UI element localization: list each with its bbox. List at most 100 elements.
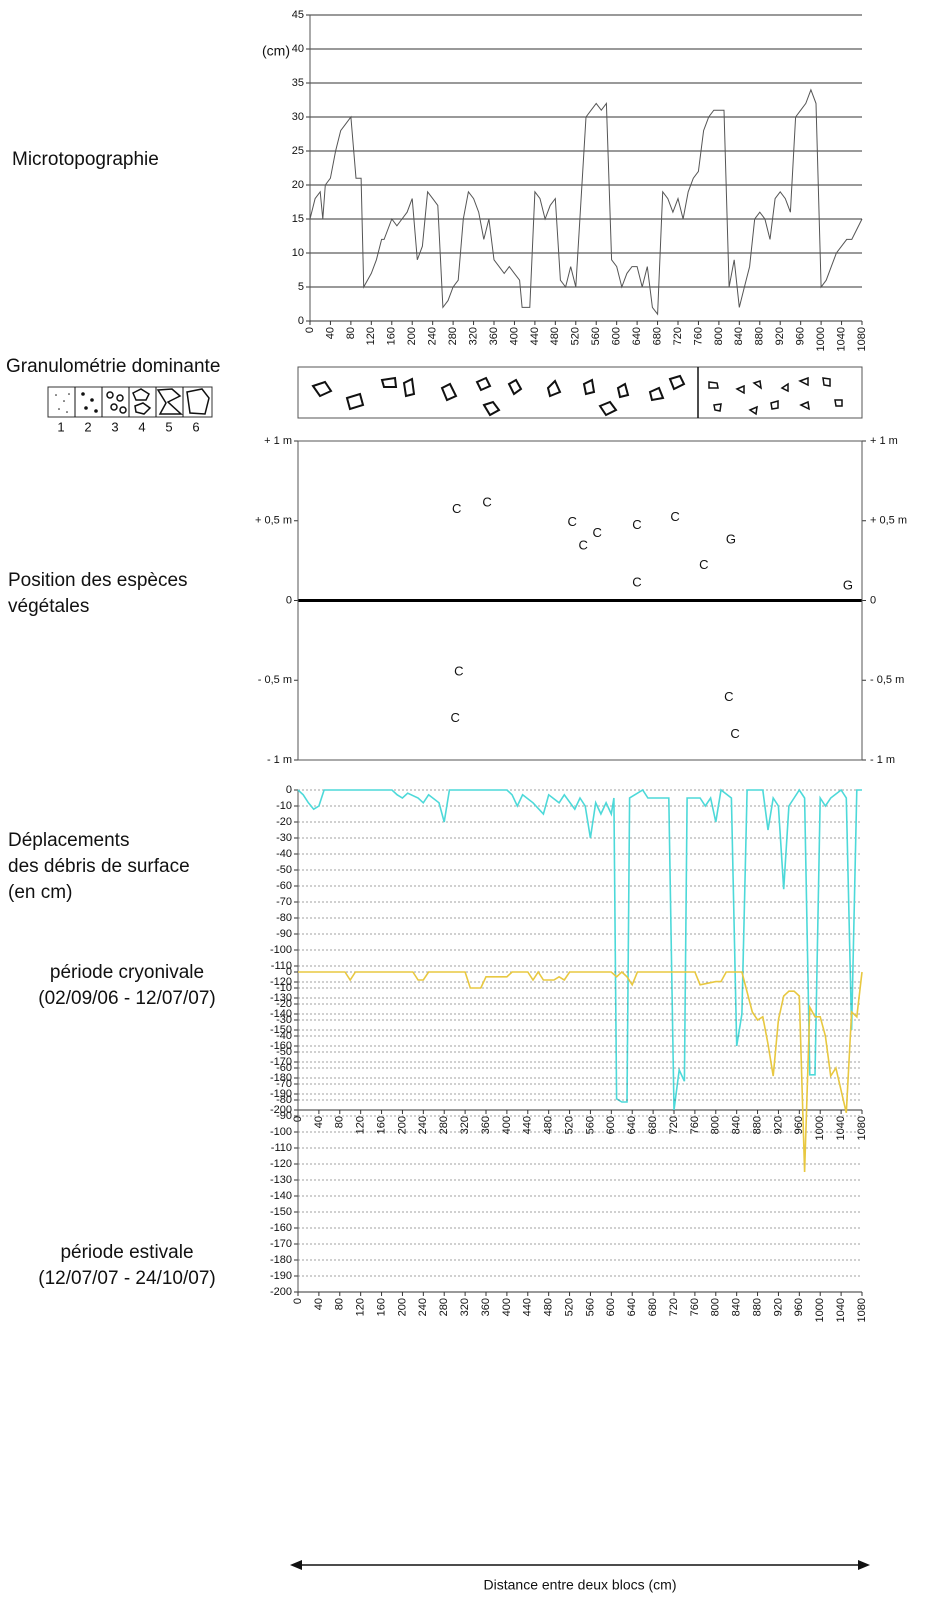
- panel-subtitle: (02/09/06 - 12/07/07): [38, 988, 215, 1009]
- y-tick-label-right: + 1 m: [870, 435, 898, 447]
- x-tick-label: 320: [467, 327, 479, 345]
- y-tick-label: -20: [276, 998, 292, 1010]
- legend-number: 4: [138, 419, 145, 434]
- x-tick-label: 1080: [856, 327, 868, 351]
- y-tick-label: 10: [292, 247, 304, 259]
- y-tick-label: -180: [270, 1072, 292, 1084]
- species-point: C: [632, 517, 641, 532]
- x-tick-label: 120: [355, 1298, 367, 1316]
- y-tick-label: -140: [270, 1190, 292, 1202]
- x-tick-label: 40: [324, 327, 336, 339]
- y-tick-label: -160: [270, 1222, 292, 1234]
- y-axis-label: (cm): [262, 43, 290, 59]
- x-tick-label: 400: [508, 327, 520, 345]
- x-tick-label: 760: [692, 327, 704, 345]
- x-tick-label: 200: [406, 327, 418, 345]
- panel-title: Position des espèces: [8, 570, 188, 591]
- y-tick-label: 40: [292, 43, 304, 55]
- species-point: C: [730, 726, 739, 741]
- y-tick-label: -50: [276, 1046, 292, 1058]
- x-tick-label: 640: [626, 1298, 638, 1316]
- x-tick-label: 640: [626, 1116, 638, 1134]
- y-tick-label: -80: [276, 912, 292, 924]
- legend-number: 2: [84, 419, 91, 434]
- y-tick-label-right: - 1 m: [870, 754, 895, 766]
- x-tick-label: 520: [570, 327, 582, 345]
- y-tick-label: -60: [276, 1062, 292, 1074]
- panel-title: végétales: [8, 596, 89, 617]
- x-tick-label: 800: [710, 1298, 722, 1316]
- y-tick-label: -90: [276, 928, 292, 940]
- x-tick-label: 920: [772, 1116, 784, 1134]
- y-tick-label: -110: [271, 960, 292, 972]
- x-tick-label: 600: [611, 327, 623, 345]
- x-tick-label: 0: [292, 1298, 304, 1304]
- y-tick-label: -170: [270, 1056, 292, 1068]
- y-tick-label: -190: [270, 1088, 292, 1100]
- x-tick-label: 880: [751, 1116, 763, 1134]
- species-point: C: [593, 525, 602, 540]
- species-point: G: [726, 531, 736, 546]
- x-tick-label: 720: [672, 327, 684, 345]
- species-point: G: [843, 578, 853, 593]
- y-tick-label: -200: [270, 1104, 292, 1116]
- x-tick-label: 400: [501, 1116, 513, 1134]
- y-tick-label: 35: [292, 77, 304, 89]
- species-point: C: [454, 664, 463, 679]
- x-tick-label: 1080: [856, 1298, 868, 1322]
- x-tick-label: 560: [584, 1298, 596, 1316]
- x-tick-label: 480: [543, 1116, 555, 1134]
- y-tick-label: -130: [270, 1174, 292, 1186]
- y-tick-label: 20: [292, 179, 304, 191]
- y-tick-label: -120: [270, 976, 292, 988]
- y-tick-label: -10: [276, 982, 292, 994]
- y-tick-label: - 0,5 m: [258, 674, 292, 686]
- species-point: C: [699, 557, 708, 572]
- y-tick-label: 45: [292, 9, 304, 21]
- x-axis-label: Distance entre deux blocs (cm): [484, 1577, 677, 1593]
- x-tick-label: 480: [549, 327, 561, 345]
- y-tick-label: -140: [270, 1008, 292, 1020]
- panel-subtitle: période cryonivale: [50, 962, 204, 983]
- x-tick-label: 1040: [835, 1116, 847, 1140]
- panel-title: (en cm): [8, 882, 72, 903]
- x-tick-label: 400: [501, 1298, 513, 1316]
- species-point: C: [632, 574, 641, 589]
- x-tick-label: 480: [543, 1298, 555, 1316]
- species-point: C: [452, 501, 461, 516]
- y-tick-label: -90: [276, 1110, 292, 1122]
- y-tick-label: -200: [270, 1286, 292, 1298]
- y-tick-label: -180: [270, 1254, 292, 1266]
- panel-subtitle: période estivale: [60, 1242, 193, 1263]
- panel-title: Microtopographie: [12, 149, 159, 170]
- x-tick-label: 560: [590, 327, 602, 345]
- x-tick-label: 80: [334, 1116, 346, 1128]
- x-tick-label: 40: [313, 1116, 325, 1128]
- x-tick-label: 840: [733, 327, 745, 345]
- data-line: [297, 788, 862, 1111]
- x-tick-label: 600: [605, 1298, 617, 1316]
- x-tick-label: 80: [334, 1298, 346, 1310]
- legend-number: 6: [192, 419, 199, 434]
- y-tick-label: -160: [270, 1040, 292, 1052]
- x-tick-label: 880: [754, 327, 766, 345]
- x-tick-label: 920: [772, 1298, 784, 1316]
- y-tick-label: -190: [270, 1270, 292, 1282]
- y-tick-label: -10: [276, 800, 292, 812]
- x-tick-label: 160: [386, 327, 398, 345]
- x-tick-label: 160: [375, 1116, 387, 1134]
- species-point: C: [670, 509, 679, 524]
- x-tick-label: 200: [396, 1116, 408, 1134]
- y-tick-label: -130: [270, 992, 292, 1004]
- y-tick-label: 0: [286, 966, 292, 978]
- x-tick-label: 120: [355, 1116, 367, 1134]
- y-tick-label: -20: [276, 816, 292, 828]
- y-tick-label: 0: [286, 594, 292, 606]
- y-tick-label: - 1 m: [267, 754, 292, 766]
- x-tick-label: 240: [417, 1116, 429, 1134]
- x-tick-label: 640: [631, 327, 643, 345]
- y-tick-label: -40: [276, 1030, 292, 1042]
- x-tick-label: 360: [480, 1298, 492, 1316]
- x-tick-label: 440: [529, 327, 541, 345]
